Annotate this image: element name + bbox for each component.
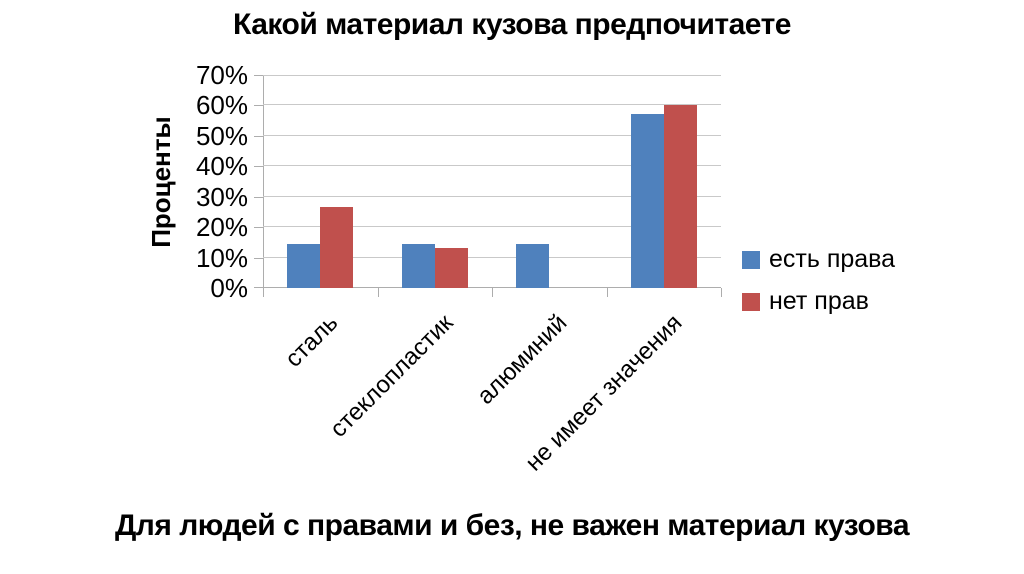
x-tick-mark-3: [607, 288, 608, 297]
bar-series-0-category-1: [402, 244, 435, 288]
x-category-label-2: алюминий: [471, 309, 573, 410]
gridline-70%: [263, 75, 721, 76]
y-tick-mark-40%: [254, 166, 263, 167]
legend-item-0: есть права: [742, 247, 895, 272]
x-category-label-0: сталь: [280, 309, 344, 373]
bar-series-0-category-3: [631, 114, 664, 288]
y-axis-line: [263, 75, 264, 288]
legend-item-1: нет прав: [742, 289, 895, 314]
gridline-20%: [263, 226, 721, 227]
x-category-label-3: не имеет значения: [520, 309, 688, 477]
legend-label-1: нет прав: [769, 287, 869, 315]
y-tick-label-40%: 40%: [195, 151, 248, 181]
x-tick-mark-0: [263, 288, 264, 297]
x-axis-line: [263, 287, 721, 288]
slide-caption: Для людей с правами и без, не важен мате…: [114, 509, 910, 542]
bar-series-1-category-3: [664, 105, 697, 288]
chart-title: Какой материал кузова предпочитаете: [233, 8, 791, 41]
gridline-40%: [263, 165, 721, 166]
y-tick-label-60%: 60%: [195, 90, 248, 120]
legend-swatch-0: [742, 250, 760, 269]
y-tick-mark-70%: [254, 75, 263, 76]
x-tick-mark-1: [378, 288, 379, 297]
y-tick-mark-30%: [254, 197, 263, 198]
y-tick-label-70%: 70%: [195, 60, 248, 90]
gridline-10%: [263, 257, 721, 258]
plot-area: [254, 75, 722, 297]
x-tick-mark-2: [492, 288, 493, 297]
gridline-30%: [263, 196, 721, 197]
bar-series-1-category-1: [435, 248, 468, 288]
y-tick-label-50%: 50%: [195, 121, 248, 151]
bar-series-0-category-0: [287, 244, 320, 288]
y-tick-mark-20%: [254, 227, 263, 228]
bar-series-1-category-0: [320, 207, 353, 288]
y-tick-label-10%: 10%: [195, 243, 248, 273]
y-tick-mark-0%: [254, 287, 263, 288]
y-tick-label-20%: 20%: [195, 212, 248, 242]
y-tick-label-0%: 0%: [210, 273, 248, 303]
y-tick-mark-50%: [254, 136, 263, 137]
bar-series-0-category-2: [516, 244, 549, 288]
x-tick-mark-4: [721, 288, 722, 297]
gridline-60%: [263, 104, 721, 105]
gridline-50%: [263, 135, 721, 136]
chart-legend: есть права нет прав: [742, 247, 895, 331]
legend-label-0: есть права: [769, 245, 896, 273]
y-tick-label-30%: 30%: [195, 182, 248, 212]
y-tick-mark-60%: [254, 105, 263, 106]
legend-swatch-1: [742, 292, 760, 311]
x-category-label-1: стеклопластик: [324, 309, 459, 443]
y-tick-mark-10%: [254, 258, 263, 259]
